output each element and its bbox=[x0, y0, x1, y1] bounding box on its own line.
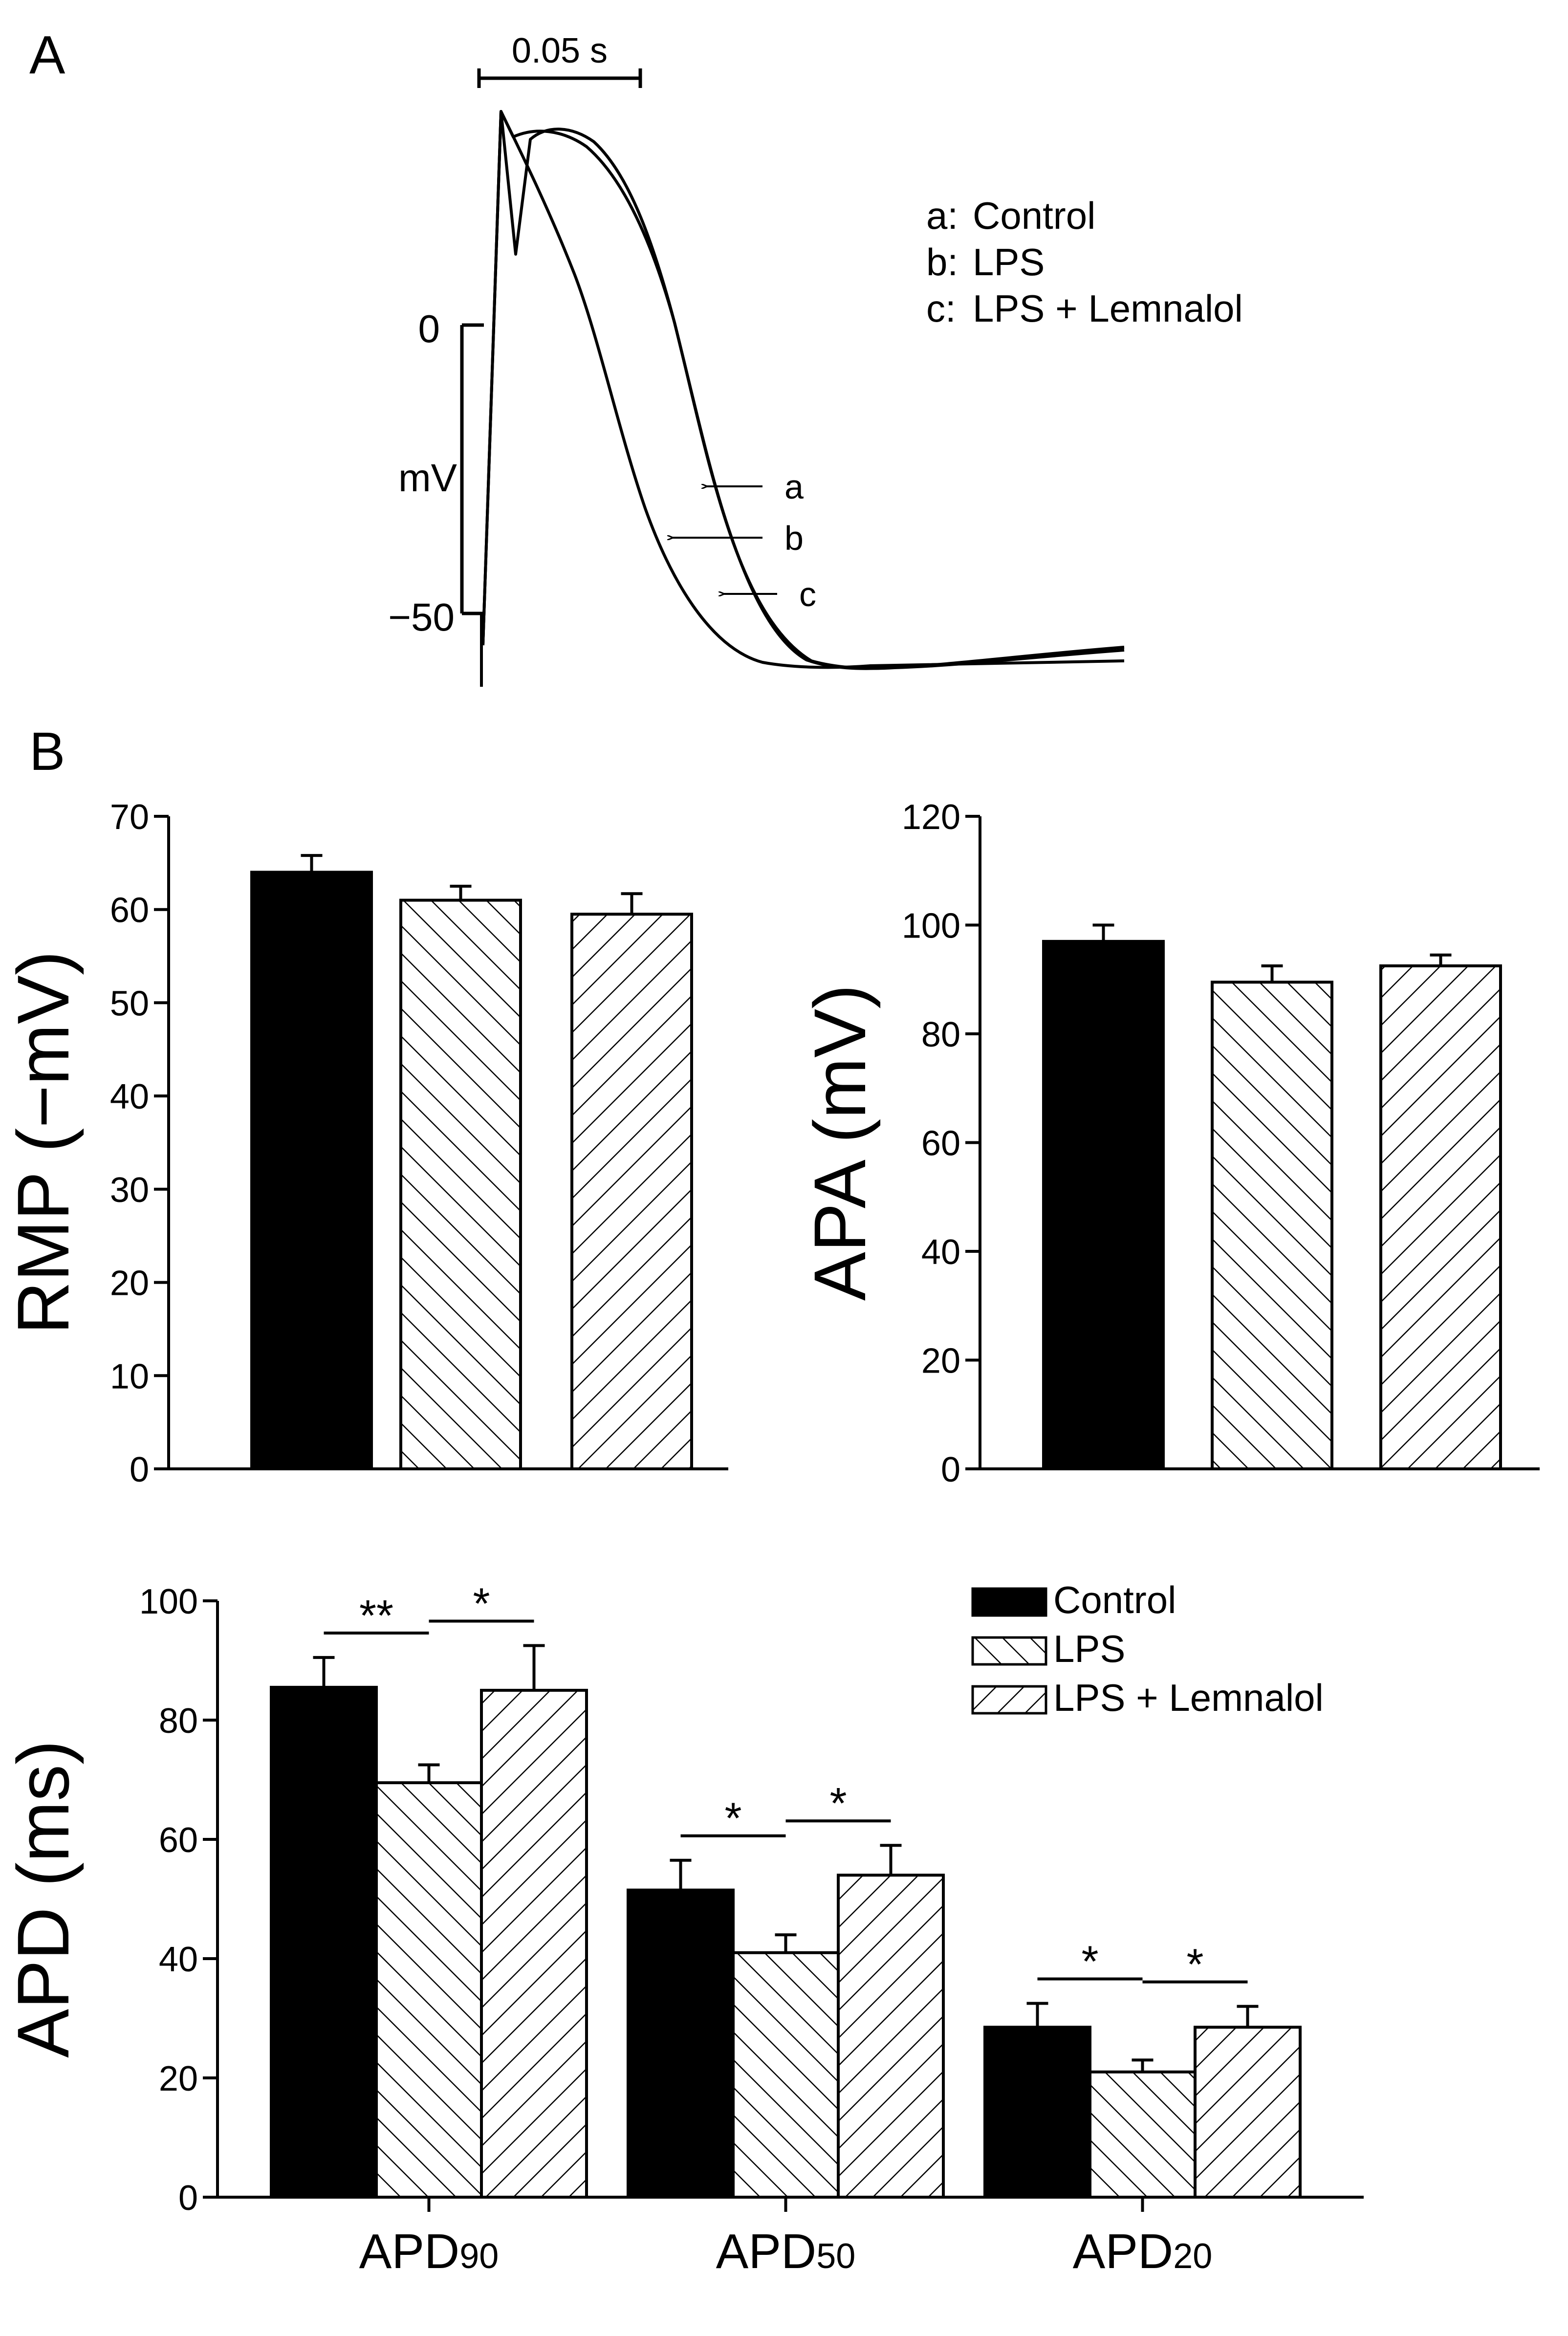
arrow-label-b: b bbox=[784, 519, 804, 557]
apa-bar-2 bbox=[1211, 981, 1333, 1470]
apa-chart: 0 20 40 60 80 100 120 APA (mV) bbox=[799, 798, 1540, 1489]
voltage-unit: mV bbox=[398, 456, 457, 500]
apd90-bar-3 bbox=[480, 1689, 588, 2199]
apd50-sig-star-2: * bbox=[829, 1779, 847, 1828]
apa-ytick-label: 0 bbox=[941, 1450, 960, 1489]
apd-legend-label-3: LPS + Lemnalol bbox=[1053, 1676, 1324, 1719]
apd90-sig-star-2: * bbox=[473, 1580, 490, 1629]
apd20-bar-1 bbox=[983, 2026, 1091, 2199]
apd20-sig-star-2: * bbox=[1186, 1941, 1203, 1989]
apd50-bar-1 bbox=[627, 1888, 735, 2199]
apd50-sig-star-1: * bbox=[724, 1794, 741, 1843]
panel-label-a: A bbox=[29, 25, 65, 85]
apd20-sig-star-1: * bbox=[1081, 1938, 1098, 1987]
rmp-ytick-label: 30 bbox=[110, 1171, 149, 1210]
legend-key-b: b: bbox=[926, 240, 958, 284]
time-scale-bar: 0.05 s bbox=[477, 31, 642, 88]
rmp-ytick-label: 40 bbox=[110, 1077, 149, 1116]
rmp-ytick-label: 70 bbox=[110, 798, 149, 837]
apd-legend-swatch-2 bbox=[971, 1636, 1047, 1666]
apa-ytick-label: 80 bbox=[921, 1015, 960, 1054]
action-potential-traces bbox=[481, 110, 1125, 670]
rmp-ytick-label: 50 bbox=[110, 984, 149, 1023]
apd-legend-label-1: Control bbox=[1053, 1578, 1176, 1621]
apa-y-label: APA (mV) bbox=[799, 984, 881, 1301]
apd50-bar-2 bbox=[732, 1951, 840, 2199]
legend-label-lps: LPS bbox=[973, 240, 1045, 284]
rmp-y-label: RMP (−mV) bbox=[2, 951, 84, 1334]
apd90-sig-star-1: ** bbox=[359, 1592, 393, 1640]
apa-ytick-label: 20 bbox=[921, 1342, 960, 1381]
apa-ytick-label: 40 bbox=[921, 1233, 960, 1272]
rmp-ytick-label: 60 bbox=[110, 891, 149, 930]
legend-key-a: a: bbox=[926, 194, 958, 237]
trace-arrows: a b c bbox=[672, 468, 816, 613]
trace-legend: a: Control b: LPS c: LPS + Lemnalol bbox=[926, 194, 1243, 330]
voltage-tick-minus50: −50 bbox=[388, 595, 455, 639]
rmp-bar-3 bbox=[570, 913, 693, 1470]
trace-c-lemnalol bbox=[481, 110, 1125, 670]
legend-label-control: Control bbox=[973, 194, 1095, 237]
rmp-ytick-label: 20 bbox=[110, 1264, 149, 1303]
apd-category-label: APD50 bbox=[716, 2224, 856, 2279]
apa-ytick-label: 120 bbox=[902, 798, 960, 837]
rmp-chart: 0 10 20 30 40 50 60 70 RMP (−mV) bbox=[2, 798, 728, 1489]
apd-ytick-label: 0 bbox=[178, 2179, 198, 2218]
apa-ytick-label: 100 bbox=[902, 907, 960, 946]
voltage-tick-0: 0 bbox=[418, 307, 440, 350]
apd20-bar-2 bbox=[1089, 2070, 1197, 2199]
apd50-bar-3 bbox=[837, 1874, 945, 2199]
apa-bar-1 bbox=[1042, 939, 1165, 1470]
rmp-bar-2 bbox=[399, 898, 522, 1470]
time-scale-label: 0.05 s bbox=[512, 31, 608, 70]
apa-bar-3 bbox=[1379, 964, 1502, 1470]
apd-legend-label-2: LPS bbox=[1053, 1627, 1125, 1670]
apd20-bar-3 bbox=[1194, 2026, 1302, 2199]
apd-ytick-label: 40 bbox=[159, 1940, 198, 1979]
apd-category-label: APD20 bbox=[1073, 2224, 1213, 2279]
apd-y-label: APD (ms) bbox=[2, 1740, 84, 2058]
voltage-scale-bar: 0 mV −50 bbox=[388, 307, 484, 639]
apd-category-label: APD90 bbox=[359, 2224, 499, 2279]
apd-legend-swatch-1 bbox=[971, 1587, 1047, 1617]
apa-ytick-label: 60 bbox=[921, 1124, 960, 1163]
apd-ytick-label: 60 bbox=[159, 1821, 198, 1860]
apd-ytick-label: 80 bbox=[159, 1702, 198, 1741]
panel-label-b: B bbox=[29, 721, 65, 782]
arrow-label-c: c bbox=[799, 575, 816, 613]
apd-ytick-label: 100 bbox=[139, 1582, 198, 1621]
apd-ytick-label: 20 bbox=[159, 2059, 198, 2098]
rmp-ytick-label: 10 bbox=[110, 1357, 149, 1396]
apd90-bar-1 bbox=[270, 1685, 378, 2199]
legend-key-c: c: bbox=[926, 287, 956, 330]
apd-legend-swatch-3 bbox=[971, 1685, 1047, 1715]
rmp-bar-1 bbox=[250, 871, 373, 1470]
arrow-label-a: a bbox=[784, 468, 804, 506]
legend-label-lemnalol: LPS + Lemnalol bbox=[973, 287, 1243, 330]
apd90-bar-2 bbox=[375, 1781, 483, 2199]
rmp-ytick-label: 0 bbox=[130, 1450, 149, 1489]
